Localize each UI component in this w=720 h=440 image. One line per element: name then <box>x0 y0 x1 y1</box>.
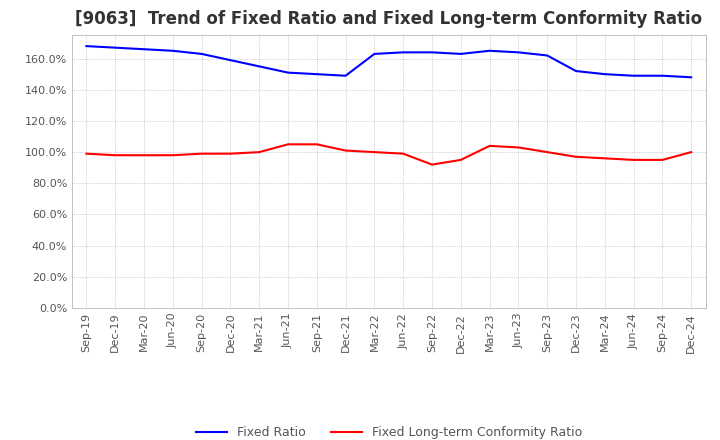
Line: Fixed Long-term Conformity Ratio: Fixed Long-term Conformity Ratio <box>86 144 691 165</box>
Fixed Long-term Conformity Ratio <box>543 150 552 155</box>
Fixed Long-term Conformity Ratio <box>312 142 321 147</box>
Fixed Long-term Conformity Ratio <box>428 162 436 167</box>
Title: [9063]  Trend of Fixed Ratio and Fixed Long-term Conformity Ratio: [9063] Trend of Fixed Ratio and Fixed Lo… <box>75 10 703 28</box>
Fixed Ratio <box>226 58 235 63</box>
Fixed Ratio <box>428 50 436 55</box>
Fixed Ratio <box>687 75 696 80</box>
Fixed Ratio <box>485 48 494 53</box>
Fixed Long-term Conformity Ratio <box>399 151 408 156</box>
Fixed Long-term Conformity Ratio <box>572 154 580 159</box>
Legend: Fixed Ratio, Fixed Long-term Conformity Ratio: Fixed Ratio, Fixed Long-term Conformity … <box>191 421 587 440</box>
Fixed Long-term Conformity Ratio <box>82 151 91 156</box>
Fixed Long-term Conformity Ratio <box>687 150 696 155</box>
Fixed Long-term Conformity Ratio <box>658 157 667 162</box>
Fixed Ratio <box>255 64 264 69</box>
Fixed Long-term Conformity Ratio <box>111 153 120 158</box>
Fixed Ratio <box>370 51 379 57</box>
Fixed Long-term Conformity Ratio <box>629 157 638 162</box>
Fixed Long-term Conformity Ratio <box>168 153 177 158</box>
Fixed Ratio <box>140 47 148 52</box>
Fixed Long-term Conformity Ratio <box>456 157 465 162</box>
Fixed Ratio <box>600 72 609 77</box>
Fixed Ratio <box>399 50 408 55</box>
Fixed Ratio <box>514 50 523 55</box>
Fixed Ratio <box>284 70 292 75</box>
Fixed Ratio <box>312 72 321 77</box>
Fixed Long-term Conformity Ratio <box>485 143 494 149</box>
Fixed Long-term Conformity Ratio <box>341 148 350 153</box>
Fixed Ratio <box>629 73 638 78</box>
Fixed Long-term Conformity Ratio <box>600 156 609 161</box>
Fixed Ratio <box>572 68 580 73</box>
Fixed Ratio <box>82 44 91 49</box>
Fixed Ratio <box>197 51 206 57</box>
Fixed Long-term Conformity Ratio <box>140 153 148 158</box>
Fixed Long-term Conformity Ratio <box>255 150 264 155</box>
Fixed Ratio <box>341 73 350 78</box>
Fixed Ratio <box>168 48 177 53</box>
Fixed Long-term Conformity Ratio <box>226 151 235 156</box>
Fixed Ratio <box>658 73 667 78</box>
Fixed Long-term Conformity Ratio <box>514 145 523 150</box>
Line: Fixed Ratio: Fixed Ratio <box>86 46 691 77</box>
Fixed Ratio <box>456 51 465 57</box>
Fixed Long-term Conformity Ratio <box>284 142 292 147</box>
Fixed Ratio <box>111 45 120 50</box>
Fixed Long-term Conformity Ratio <box>197 151 206 156</box>
Fixed Ratio <box>543 53 552 58</box>
Fixed Long-term Conformity Ratio <box>370 150 379 155</box>
